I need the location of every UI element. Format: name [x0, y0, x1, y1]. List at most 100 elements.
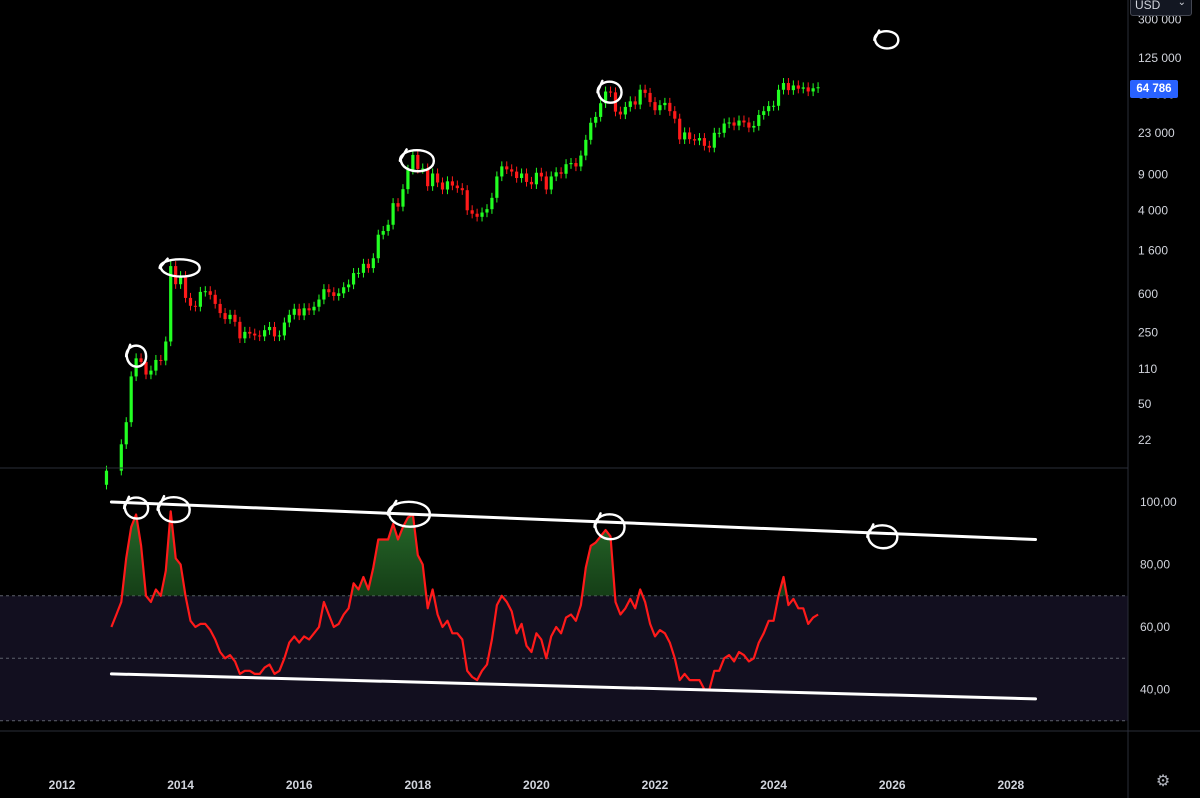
time-tick-label: 2024 [760, 778, 787, 792]
candle-body [539, 172, 543, 177]
candle-body [317, 299, 321, 307]
candle-body [416, 154, 420, 169]
candle-body [618, 111, 623, 115]
candle-body [737, 120, 741, 126]
candle-body [287, 314, 291, 323]
rsi-line[interactable] [110, 510, 819, 691]
candle-body [485, 209, 489, 213]
upper-trendline[interactable] [109, 500, 1038, 541]
top-circle-2021[interactable] [596, 79, 623, 104]
rsi-axis[interactable]: 100,00 80,00 60,00 40,00 [1140, 495, 1177, 697]
drawing-annotations[interactable] [122, 29, 900, 550]
candle-body [742, 120, 746, 123]
currency-select[interactable]: USD ⌄ [1130, 0, 1192, 16]
candle-body [549, 176, 553, 190]
candle-body [277, 335, 282, 337]
candle-body [267, 326, 272, 331]
rsi-top-circle-2013b[interactable] [156, 494, 191, 524]
candle-body [208, 291, 212, 295]
time-tick-label: 2018 [404, 778, 431, 792]
candle-body [139, 358, 143, 362]
candle-body [648, 92, 652, 103]
candle-body [524, 173, 529, 182]
candle-body [544, 176, 548, 190]
candle-body [124, 422, 128, 445]
candle-body [534, 172, 538, 185]
candle-body [529, 181, 534, 185]
rsi-tick-label: 40,00 [1140, 683, 1170, 697]
candle-body [673, 111, 677, 119]
candle-body [579, 155, 583, 167]
candle-body [816, 87, 820, 89]
last-price-badge: 64 786 [1130, 80, 1178, 98]
candle-body [510, 169, 514, 172]
rsi-top-circle-2021[interactable] [593, 512, 626, 541]
candle-body [445, 181, 450, 190]
candle-body [351, 273, 356, 285]
candle-body [193, 305, 198, 307]
price-tick-label: 125 000 [1138, 51, 1182, 65]
time-tick-label: 2016 [286, 778, 313, 792]
time-tick-label: 2020 [523, 778, 550, 792]
candle-body [475, 213, 479, 217]
candle-body [732, 122, 736, 126]
time-axis[interactable]: 2012 2014 2016 2018 2020 2022 2024 2026 2028 [49, 778, 1025, 792]
candle-body [292, 308, 296, 315]
candle-body [243, 331, 247, 339]
gear-icon[interactable]: ⚙ [1155, 773, 1171, 790]
rsi-top-circle-2017[interactable] [386, 499, 432, 528]
candle-body [460, 188, 464, 191]
candle-body [692, 139, 697, 141]
rsi-overbought-fill [111, 511, 819, 596]
top-circle-2017[interactable] [398, 148, 436, 173]
candle-body [263, 330, 267, 337]
candle-body [638, 89, 642, 105]
time-tick-label: 2014 [167, 778, 194, 792]
time-tick-label: 2026 [879, 778, 906, 792]
time-tick-label: 2028 [997, 778, 1024, 792]
rsi-projected-circle[interactable] [866, 523, 899, 550]
candle-body [396, 203, 400, 207]
candle-body [337, 293, 341, 296]
candle-body [781, 83, 786, 90]
price-tick-label: 600 [1138, 287, 1158, 301]
top-circle-2013-december[interactable] [158, 257, 201, 278]
candle-body [371, 258, 375, 269]
candle-body [164, 341, 168, 361]
candle-body [786, 83, 791, 91]
candle-body [356, 272, 361, 274]
candle-body [707, 145, 711, 148]
price-pane[interactable] [104, 78, 820, 490]
candle-body [554, 172, 558, 177]
price-tick-label: 300 000 [1138, 13, 1182, 27]
lower-trendline[interactable] [109, 672, 1038, 701]
candle-body [159, 359, 163, 361]
candle-body [411, 154, 415, 170]
candle-body [683, 132, 687, 140]
rsi-pane[interactable] [0, 500, 1128, 722]
candle-body [678, 118, 682, 140]
candle-body [505, 166, 509, 170]
price-tick-label: 23 000 [1138, 126, 1175, 140]
candle-body [386, 224, 390, 232]
candle-body [599, 103, 603, 117]
candle-body [663, 102, 667, 106]
candle-body [376, 234, 380, 259]
candle-body [564, 164, 568, 174]
candle-body [450, 181, 454, 186]
candle-body [757, 114, 761, 126]
projected-top-circle[interactable] [873, 29, 900, 50]
rsi-top-circle-2013a[interactable] [122, 495, 150, 520]
candle-body [490, 197, 494, 210]
top-circle-2013-april[interactable] [124, 343, 148, 368]
candle-body [322, 289, 326, 300]
candle-body [589, 122, 593, 140]
candle-body [381, 231, 385, 235]
candle-body [608, 91, 613, 93]
candle-body [188, 297, 193, 306]
currency-select-value: USD [1135, 0, 1161, 12]
candle-body [594, 116, 598, 123]
candle-body [697, 138, 702, 141]
